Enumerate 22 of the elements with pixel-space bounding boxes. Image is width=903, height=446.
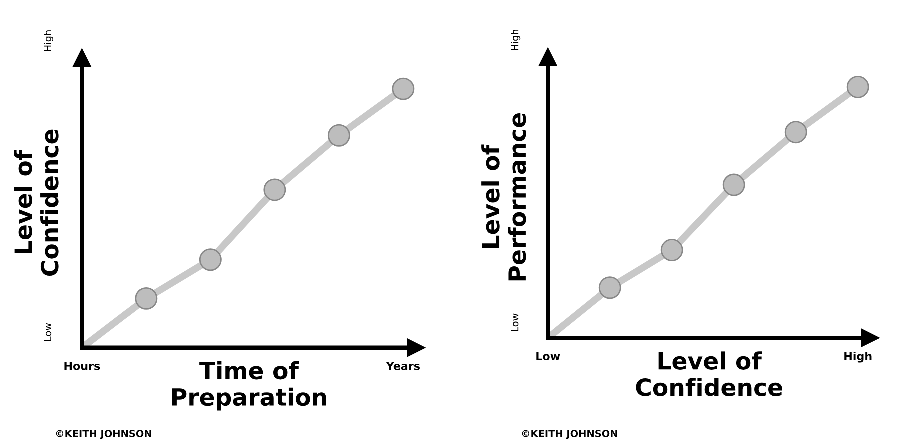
- point: [264, 178, 286, 202]
- text: High: [511, 30, 521, 51]
- point: [660, 239, 684, 262]
- point: [328, 124, 350, 147]
- point: [598, 276, 622, 300]
- x-tick-label: Hours: [64, 362, 100, 370]
- x-axis-title: Level of Confidence: [636, 352, 782, 396]
- point: [784, 121, 808, 144]
- point: [135, 287, 158, 310]
- y-axis-title: Level of Performance: [482, 113, 526, 281]
- point: [846, 76, 870, 98]
- text: Low: [511, 314, 519, 332]
- x-tick-label: Years: [386, 362, 420, 370]
- point: [199, 248, 222, 272]
- point: [392, 78, 415, 100]
- text: High: [44, 30, 54, 52]
- point: [722, 174, 746, 196]
- text: Low: [44, 323, 52, 342]
- x-axis-title: Time of Preparation: [172, 361, 326, 411]
- text: ©KEITH JOHNSON: [56, 430, 152, 440]
- y-axis-title: Level of Confidence: [14, 130, 59, 276]
- text: ©KEITH JOHNSON: [522, 430, 618, 440]
